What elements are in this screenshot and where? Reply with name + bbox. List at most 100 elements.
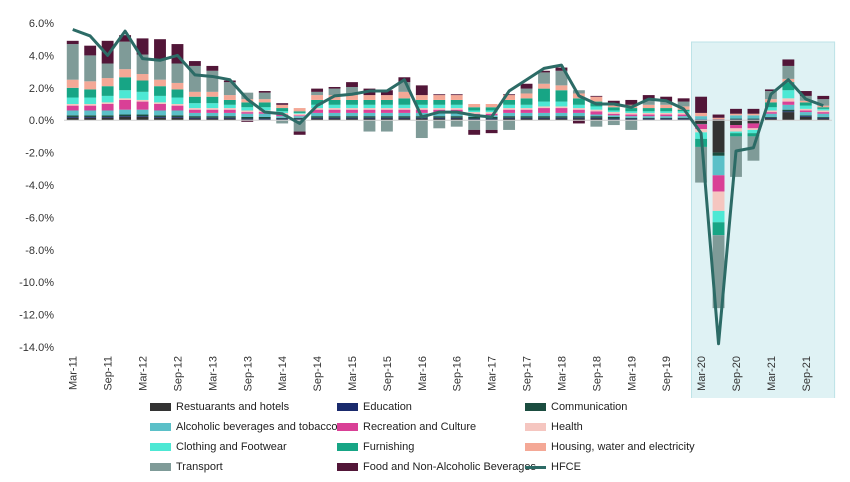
- bar-segment: [747, 108, 760, 114]
- bar-segment: [747, 123, 760, 129]
- bar-segment: [555, 101, 568, 107]
- bar-segment: [380, 118, 393, 121]
- bar-segment: [450, 94, 463, 96]
- bar-segment: [101, 104, 114, 111]
- bar-segment: [293, 116, 306, 118]
- y-tick-label: 0.0%: [29, 115, 54, 127]
- bar-segment: [206, 117, 219, 119]
- bar-segment: [607, 107, 620, 111]
- bar-segment: [119, 90, 132, 99]
- y-tick-label: -4.0%: [25, 180, 54, 192]
- bar-segment: [223, 95, 236, 100]
- bar-segment: [433, 95, 446, 100]
- bar-segment: [101, 116, 114, 118]
- bar-segment: [730, 118, 742, 120]
- bar-segment: [642, 112, 655, 115]
- bar-segment: [538, 112, 550, 117]
- bar-segment: [398, 116, 411, 118]
- bar-segment: [764, 113, 777, 117]
- bar-segment: [590, 118, 603, 121]
- bar-segment: [817, 113, 830, 117]
- bar-segment: [503, 120, 516, 130]
- legend-label: Food and Non-Alcoholic Beverages: [363, 461, 537, 473]
- bar-segment: [188, 109, 201, 113]
- bar-segment: [415, 120, 428, 139]
- bar-segment: [764, 99, 777, 103]
- legend-swatch: [150, 443, 171, 451]
- bar-segment: [572, 120, 585, 124]
- bar-segment: [712, 117, 725, 120]
- bar-segment: [817, 112, 830, 114]
- bar-segment: [258, 113, 271, 117]
- bar-segment: [119, 98, 132, 100]
- bar-segment: [520, 104, 533, 109]
- bar-segment: [293, 115, 306, 117]
- bar-segment: [660, 101, 673, 105]
- x-tick-label: Sep-12: [173, 356, 185, 391]
- bar-segment: [695, 116, 708, 120]
- bar-segment: [712, 120, 725, 153]
- legend-swatch: [525, 403, 546, 411]
- bar-segment: [799, 105, 812, 109]
- bar-segment: [101, 86, 114, 96]
- bar-segment: [503, 116, 516, 118]
- bar-segment: [625, 117, 638, 119]
- bar-segment: [660, 117, 673, 119]
- bar-segment: [276, 116, 289, 118]
- bar-segment: [241, 120, 254, 122]
- bar-segment: [468, 104, 481, 108]
- bar-segment: [695, 146, 708, 183]
- bar-segment: [450, 118, 463, 121]
- bar-segment: [258, 102, 271, 108]
- bar-segment: [590, 114, 603, 117]
- bar-segment: [346, 116, 358, 118]
- bar-segment: [730, 125, 742, 129]
- bar-segment: [276, 104, 289, 109]
- x-tick-label: Sep-20: [731, 356, 743, 391]
- bar-segment: [363, 95, 376, 100]
- bar-segment: [730, 120, 742, 126]
- bar-segment: [520, 93, 533, 99]
- bar-segment: [363, 118, 376, 121]
- bar-segment: [695, 112, 708, 117]
- bar-segment: [84, 110, 97, 116]
- bar-segment: [136, 109, 149, 115]
- bar-segment: [415, 85, 428, 96]
- legend-swatch: [150, 403, 171, 411]
- legend-item: Housing, water and electricity: [525, 439, 695, 455]
- bar-segment: [206, 91, 219, 97]
- bar-segment: [590, 109, 603, 112]
- bar-segment: [712, 155, 725, 176]
- bar-segment: [642, 118, 655, 120]
- bar-segment: [84, 105, 97, 111]
- bar-segment: [101, 117, 114, 121]
- bar-segment: [171, 116, 184, 118]
- bar-segment: [799, 108, 812, 111]
- legend-label: Restuarants and hotels: [176, 401, 290, 413]
- y-tick-label: -14.0%: [19, 342, 54, 354]
- bar-segment: [101, 115, 114, 117]
- bar-segment: [84, 45, 97, 56]
- bar-segment: [328, 109, 341, 113]
- bar-segment: [206, 112, 219, 117]
- bar-segment: [555, 85, 568, 91]
- bar-segment: [311, 118, 324, 121]
- bar-segment: [415, 109, 428, 113]
- bar-segment: [503, 117, 516, 119]
- bar-segment: [607, 118, 620, 120]
- bar-segment: [712, 175, 725, 192]
- bar-segment: [380, 116, 393, 118]
- bar-segment: [625, 120, 638, 130]
- bar-segment: [712, 210, 725, 223]
- bar-segment: [398, 117, 411, 119]
- bar-segment: [380, 90, 393, 96]
- bar-segment: [66, 97, 79, 104]
- bar-segment: [171, 104, 184, 106]
- bar-segment: [625, 99, 638, 105]
- bar-segment: [503, 99, 516, 105]
- bar-segment: [485, 118, 498, 120]
- bar-segment: [241, 113, 254, 117]
- bar-segment: [328, 117, 341, 119]
- bar-segment: [712, 114, 725, 118]
- bar-segment: [555, 118, 568, 121]
